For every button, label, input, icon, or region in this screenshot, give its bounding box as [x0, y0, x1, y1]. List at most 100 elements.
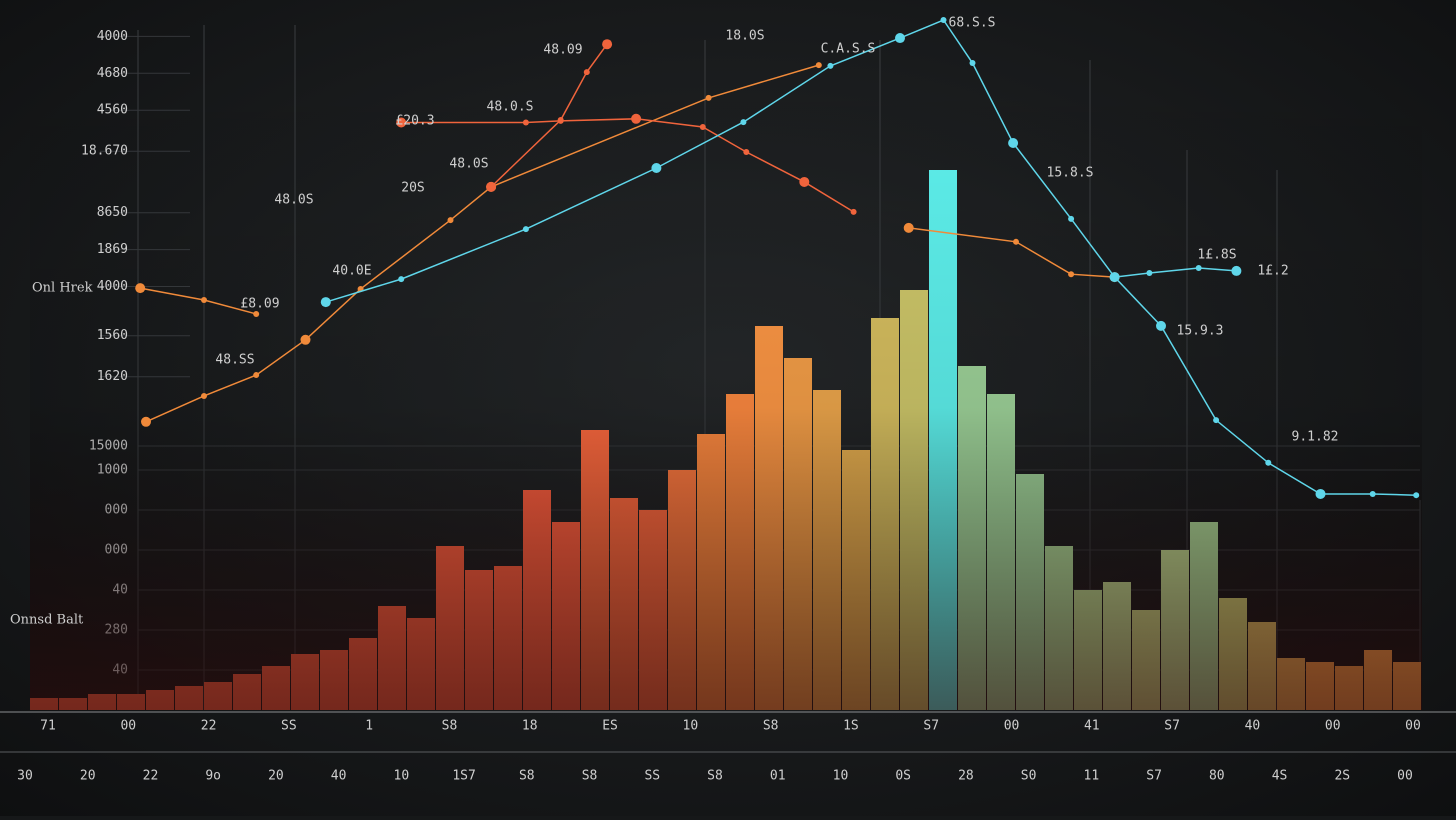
x-tick-label: 1 — [365, 719, 373, 734]
x-tick-label: 10 — [394, 769, 410, 784]
x-tick-label: 01 — [770, 769, 786, 784]
x-tick-label: 41 — [1084, 719, 1100, 734]
bar — [523, 490, 551, 710]
bar — [668, 470, 696, 710]
bar — [233, 674, 261, 710]
x-tick-label: 4S — [1272, 769, 1288, 784]
bar — [1190, 522, 1218, 710]
point — [201, 297, 207, 304]
x-tick-label: 2S — [1334, 769, 1350, 784]
bar — [610, 498, 638, 710]
point — [1213, 417, 1220, 424]
bar — [88, 694, 116, 710]
x-tick-label: 40 — [331, 769, 347, 784]
point — [1068, 215, 1075, 222]
x-tick-label: 10 — [683, 719, 699, 734]
y-tick-label: 18.670 — [81, 144, 128, 159]
data-label: £20.3 — [395, 114, 434, 129]
bar — [813, 390, 841, 710]
point — [903, 222, 914, 233]
bar — [465, 570, 493, 710]
line — [1114, 267, 1237, 278]
line — [490, 43, 608, 188]
point — [799, 176, 810, 187]
point — [486, 181, 497, 192]
bar — [842, 450, 870, 710]
bar — [494, 566, 522, 710]
x-tick-label: 00 — [1397, 769, 1413, 784]
data-label: C.A.S.S — [821, 42, 876, 57]
y-tick-label: 1560 — [97, 328, 128, 343]
x-tick-label: S8 — [582, 769, 598, 784]
y-tick-label: 000 — [105, 503, 128, 518]
series-label: Onnsd Balt — [10, 613, 84, 628]
bar — [1045, 546, 1073, 710]
x-tick-label: S7 — [1164, 719, 1180, 734]
bar — [1306, 662, 1334, 710]
x-tick-label: SS — [644, 769, 660, 784]
y-tick-label: 4560 — [97, 103, 128, 118]
bar — [291, 654, 319, 710]
data-label: 1£.8S — [1197, 248, 1236, 263]
y-tick-label: 000 — [105, 543, 128, 558]
x-tick-label: 80 — [1209, 769, 1225, 784]
data-label: 48.SS — [215, 353, 254, 368]
x-tick-label: 20 — [80, 769, 96, 784]
y-tick-label: 1000 — [97, 463, 128, 478]
point — [895, 33, 905, 44]
point — [940, 17, 947, 23]
point — [300, 334, 311, 345]
point — [850, 208, 857, 215]
x-tick-label: 00 — [120, 719, 136, 734]
y-tick-label: 4000 — [97, 29, 128, 44]
x-tick-label: 20 — [268, 769, 284, 784]
x-tick-label: S8 — [707, 769, 723, 784]
y-tick-label: 280 — [105, 623, 128, 638]
data-label: 9.1.82 — [1292, 430, 1339, 445]
data-label: 48.0.S — [487, 100, 534, 115]
bar — [204, 682, 232, 710]
point — [827, 62, 834, 69]
point — [651, 163, 662, 174]
point — [1068, 271, 1075, 278]
line — [908, 227, 1115, 278]
point — [583, 69, 590, 76]
x-tick-label: 40 — [1245, 719, 1261, 734]
bar — [755, 326, 783, 710]
x-tick-label: 22 — [201, 719, 217, 734]
point — [1265, 459, 1272, 466]
x-tick-label: S8 — [519, 769, 535, 784]
point — [522, 119, 529, 126]
point — [398, 276, 405, 283]
bar — [726, 394, 754, 710]
bar — [146, 690, 174, 710]
bar — [30, 698, 58, 710]
point — [740, 119, 747, 126]
bar — [320, 650, 348, 710]
x-tick-label: 1S7 — [452, 769, 475, 784]
point — [1146, 269, 1153, 276]
point — [522, 226, 529, 233]
bar — [1364, 650, 1392, 710]
point — [253, 310, 260, 317]
point — [447, 217, 454, 224]
bar — [929, 170, 957, 710]
x-tick-label: 28 — [958, 769, 974, 784]
point — [705, 94, 712, 101]
bar — [958, 366, 986, 710]
bar — [1074, 590, 1102, 710]
point — [699, 124, 706, 131]
series-label: Onl Hrek — [32, 281, 93, 296]
data-label: 15.8.S — [1047, 166, 1094, 181]
point — [320, 297, 331, 308]
y-tick-label: 1869 — [97, 242, 128, 257]
x-tick-label: 30 — [17, 769, 33, 784]
x-tick-label: S7 — [923, 719, 939, 734]
point — [1156, 320, 1166, 331]
point — [1008, 138, 1019, 148]
data-label: 15.9.3 — [1177, 324, 1224, 339]
data-label: 1£.2 — [1257, 264, 1288, 279]
bar — [1277, 658, 1305, 710]
bar — [117, 694, 145, 710]
